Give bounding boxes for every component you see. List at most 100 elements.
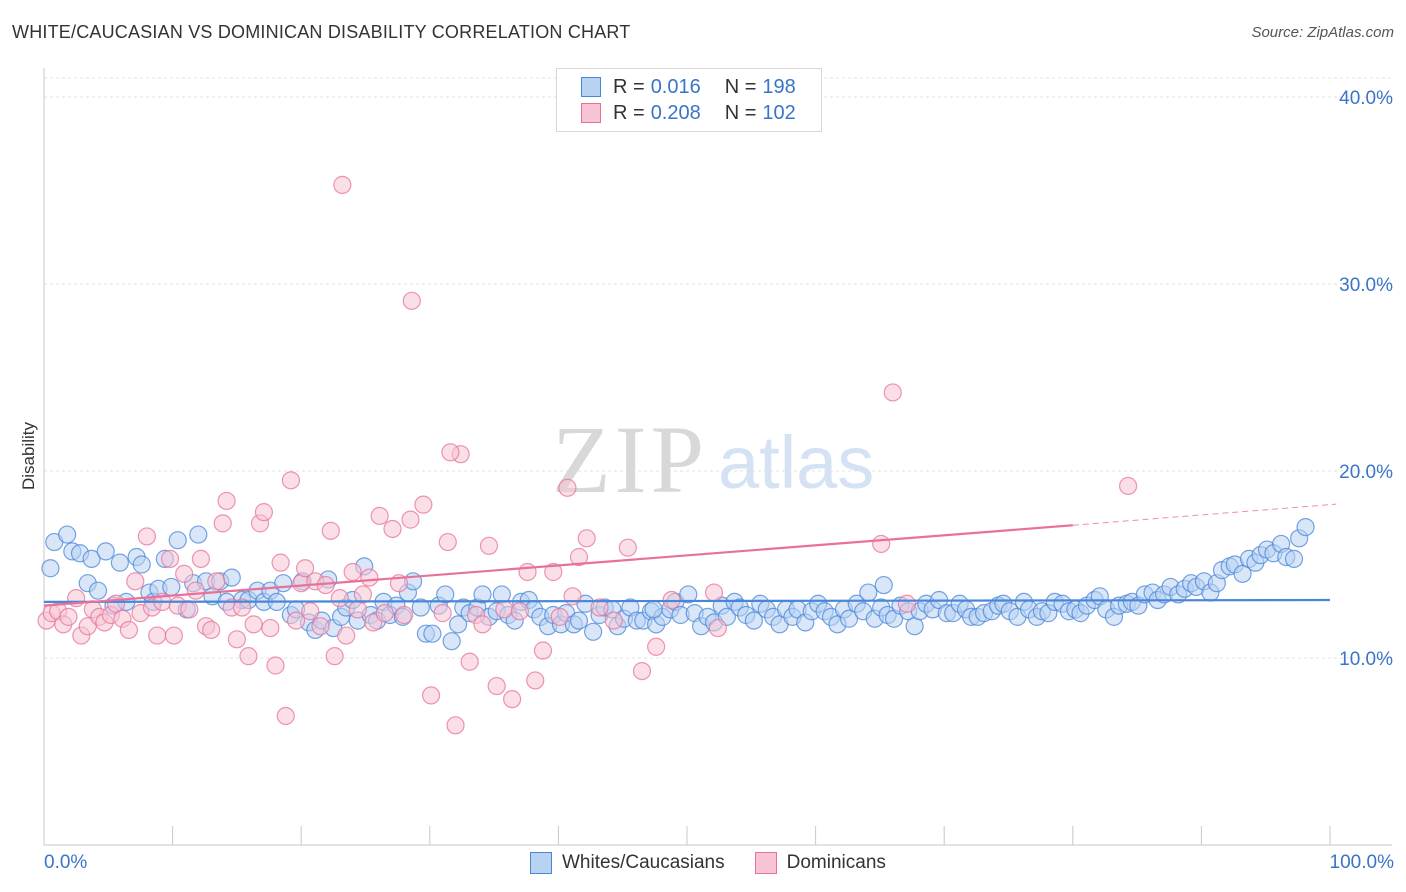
dominicans-point <box>394 605 414 625</box>
dominicans-point <box>311 617 330 636</box>
dominicans-point <box>266 656 285 675</box>
whites-point <box>162 577 181 597</box>
dominicans-point <box>883 383 902 402</box>
source-label: Source: ZipAtlas.com <box>1251 24 1394 41</box>
dominicans-point <box>446 716 465 735</box>
series-swatch-whites <box>530 852 552 874</box>
y-tick-label: 30.0% <box>1339 275 1393 296</box>
y-tick-label: 40.0% <box>1339 88 1393 109</box>
dominicans-trend-extension <box>1072 503 1337 526</box>
dominicans-point <box>301 602 320 621</box>
dominicans-point <box>333 175 352 194</box>
series-legend-dominicans[interactable]: Dominicans <box>754 852 886 874</box>
dominicans-trend-line <box>43 524 1073 607</box>
y-axis-label: Disability <box>19 421 38 490</box>
whites-trend-line <box>43 598 1331 604</box>
whites-point <box>58 525 77 544</box>
dominicans-point <box>558 478 577 497</box>
dominicans-point <box>370 506 389 525</box>
whites-point <box>839 609 859 628</box>
legend-n-value-dominicans: 102 <box>762 101 796 124</box>
dominicans-point <box>550 607 569 626</box>
dominicans-point <box>533 641 553 660</box>
series-swatch-dominicans <box>754 852 777 874</box>
dominicans-point <box>503 690 522 709</box>
dominicans-point <box>872 534 891 554</box>
dominicans-point <box>438 532 457 552</box>
chart-title: WHITE/CAUCASIAN VS DOMINICAN DISABILITY … <box>12 22 631 42</box>
dominicans-point <box>590 598 609 617</box>
dominicans-point <box>704 583 724 602</box>
dominicans-point <box>202 620 221 640</box>
dominicans-point <box>441 443 460 462</box>
dominicans-point <box>261 618 280 638</box>
whites-point <box>569 611 589 630</box>
legend-r-value-dominicans: 0.208 <box>650 101 701 124</box>
dominicans-point <box>330 589 349 608</box>
dominicans-point <box>207 572 226 591</box>
legend-r-value-whites: 0.016 <box>650 75 701 98</box>
whites-point <box>1284 549 1304 568</box>
series-legend: Whites/Caucasians Dominicans <box>530 852 916 874</box>
whites-point <box>411 598 430 617</box>
whites-point <box>644 600 663 619</box>
whites-point <box>82 549 101 568</box>
legend-swatch-whites <box>581 77 601 97</box>
x-tick-label-max: 100.0% <box>1329 852 1394 873</box>
dominicans-point <box>276 706 295 726</box>
dominicans-point <box>164 626 183 645</box>
whites-point <box>132 555 151 574</box>
dominicans-point <box>401 510 420 529</box>
whites-point <box>448 615 468 634</box>
dominicans-point <box>569 547 589 567</box>
dominicans-point <box>577 529 596 548</box>
whites-point <box>41 559 60 578</box>
whites-point <box>110 553 129 572</box>
whites-point <box>436 585 455 604</box>
whites-point <box>584 622 603 641</box>
dominicans-point <box>191 549 210 568</box>
dominicans-point <box>232 598 252 617</box>
dominicans-point <box>217 491 236 511</box>
dominicans-point <box>59 607 78 626</box>
watermark-zip: ZIP <box>552 406 708 513</box>
dominicans-point <box>213 514 232 533</box>
dominicans-point <box>186 581 205 600</box>
dominicans-point <box>353 585 373 604</box>
series-legend-whites[interactable]: Whites/Caucasians <box>530 852 725 874</box>
dominicans-point <box>271 553 290 572</box>
dominicans-point <box>375 604 394 623</box>
trend-lines <box>43 503 1337 607</box>
dominicans-point <box>227 630 246 649</box>
dominicans-point <box>360 568 379 587</box>
dominicans-point <box>321 521 340 540</box>
legend-n-value-whites: 198 <box>762 75 796 98</box>
whites-point <box>859 583 878 602</box>
dominicans-point <box>402 291 421 310</box>
legend-r-label: R = <box>613 75 645 98</box>
whites-point <box>1233 564 1252 583</box>
legend-row-dominicans: R = 0.208 N = 102 <box>581 100 796 126</box>
dominicans-point <box>244 615 263 634</box>
dominicans-point <box>604 611 623 630</box>
dominicans-point <box>180 600 199 619</box>
dominicans-point <box>295 559 315 578</box>
whites-point <box>96 542 115 561</box>
dominicans-point <box>1118 476 1138 496</box>
dominicans-point <box>239 647 258 666</box>
dominicans-point <box>148 626 167 645</box>
dominicans-point <box>708 618 727 638</box>
y-tick-label: 10.0% <box>1339 649 1393 670</box>
whites-point <box>473 585 492 604</box>
dominicans-point <box>160 549 180 568</box>
dominicans-point <box>343 562 362 582</box>
whites-point <box>189 525 208 544</box>
dominicans-point <box>473 615 492 634</box>
dominicans-point <box>286 611 306 630</box>
y-tick-labels: 10.0% 20.0% 30.0% 40.0% <box>1339 88 1393 670</box>
dominicans-point <box>544 562 563 582</box>
whites-point <box>423 624 442 643</box>
dominicans-point <box>325 647 344 666</box>
legend-r-label: R = <box>613 101 645 124</box>
